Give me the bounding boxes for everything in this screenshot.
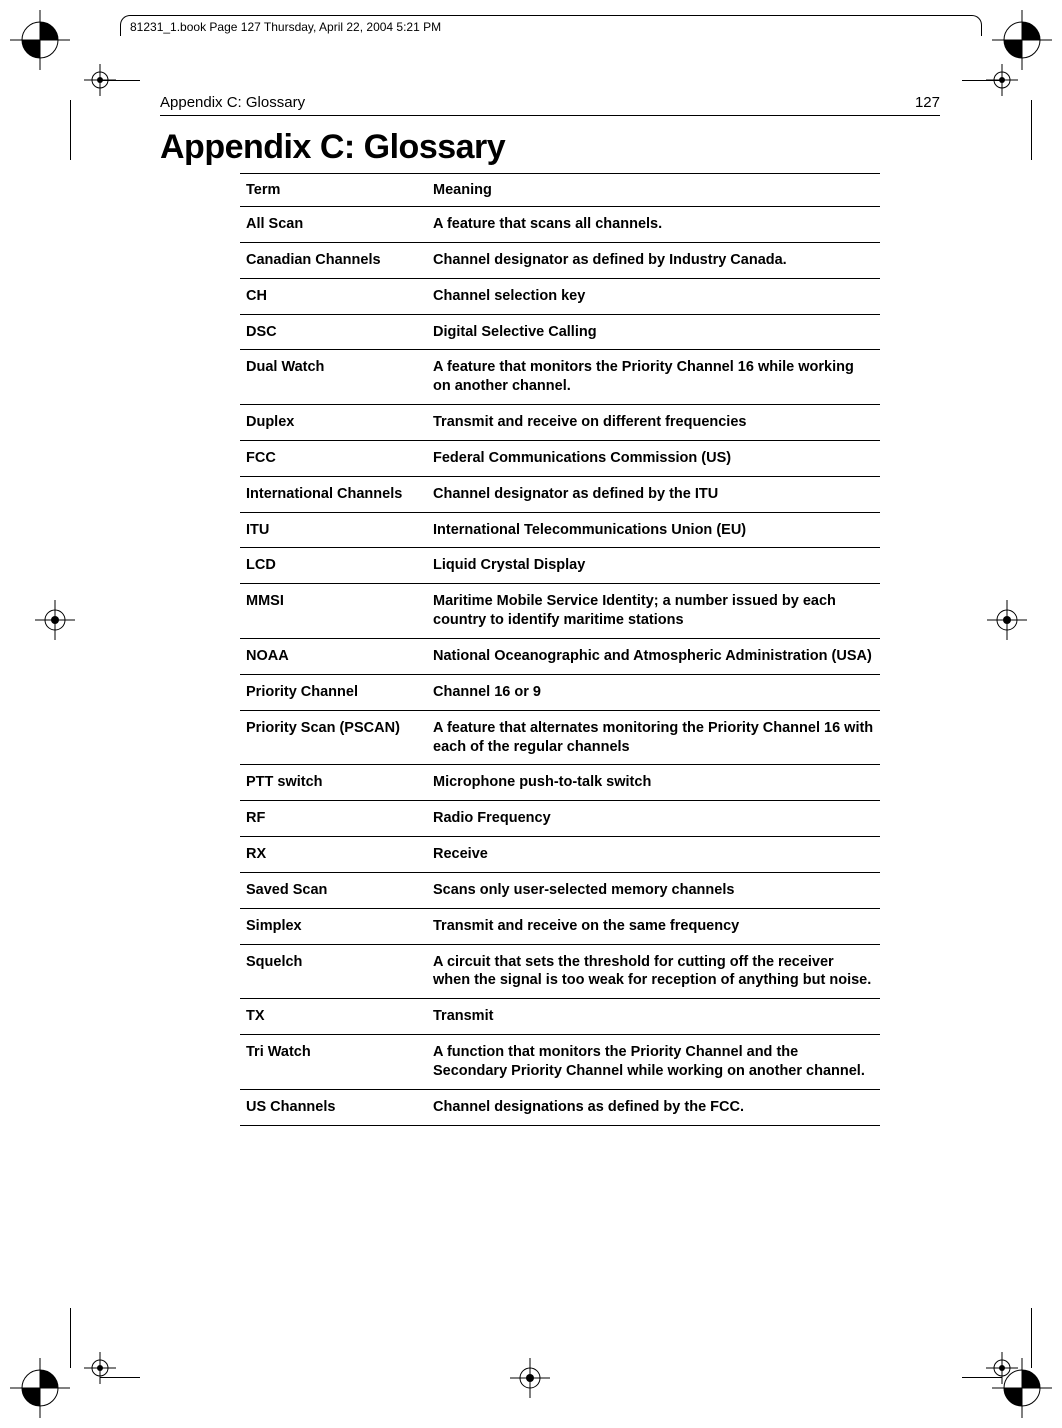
meaning-cell: A feature that monitors the Priority Cha… bbox=[427, 350, 880, 405]
term-cell: LCD bbox=[240, 548, 427, 584]
table-row: ITU International Telecommunications Uni… bbox=[240, 512, 880, 548]
term-cell: PTT switch bbox=[240, 765, 427, 801]
term-cell: Squelch bbox=[240, 944, 427, 999]
table-row: MMSIMaritime Mobile Service Identity; a … bbox=[240, 584, 880, 639]
table-row: Priority Scan (PSCAN)A feature that alte… bbox=[240, 710, 880, 765]
meaning-cell: A feature that alternates monitoring the… bbox=[427, 710, 880, 765]
term-cell: Priority Channel bbox=[240, 674, 427, 710]
table-row: LCDLiquid Crystal Display bbox=[240, 548, 880, 584]
meaning-cell: Radio Frequency bbox=[427, 801, 880, 837]
term-cell: ITU bbox=[240, 512, 427, 548]
term-cell: RX bbox=[240, 837, 427, 873]
crop-line-icon bbox=[100, 80, 140, 81]
crop-mark-icon bbox=[987, 600, 1027, 640]
meaning-cell: Transmit and receive on the same frequen… bbox=[427, 908, 880, 944]
meaning-cell: Maritime Mobile Service Identity; a numb… bbox=[427, 584, 880, 639]
table-header-row: Term Meaning bbox=[240, 174, 880, 207]
table-row: Canadian ChannelsChannel designator as d… bbox=[240, 242, 880, 278]
meaning-cell: National Oceanographic and Atmospheric A… bbox=[427, 638, 880, 674]
meaning-cell: Federal Communications Commission (US) bbox=[427, 440, 880, 476]
running-head-right: 127 bbox=[915, 94, 940, 111]
term-cell: MMSI bbox=[240, 584, 427, 639]
term-cell: Canadian Channels bbox=[240, 242, 427, 278]
meaning-cell: Scans only user-selected memory channels bbox=[427, 872, 880, 908]
table-row: International ChannelsChannel designator… bbox=[240, 476, 880, 512]
meaning-cell: A function that monitors the Priority Ch… bbox=[427, 1035, 880, 1090]
term-cell: Dual Watch bbox=[240, 350, 427, 405]
term-cell: Priority Scan (PSCAN) bbox=[240, 710, 427, 765]
crop-line-icon bbox=[70, 100, 71, 160]
term-cell: US Channels bbox=[240, 1089, 427, 1125]
col-meaning-header: Meaning bbox=[427, 174, 880, 207]
meaning-cell: Channel selection key bbox=[427, 278, 880, 314]
term-cell: International Channels bbox=[240, 476, 427, 512]
table-row: RXReceive bbox=[240, 837, 880, 873]
table-row: PTT switchMicrophone push-to-talk switch bbox=[240, 765, 880, 801]
glossary-table: Term Meaning All ScanA feature that scan… bbox=[240, 173, 880, 1126]
term-cell: RF bbox=[240, 801, 427, 837]
crop-line-icon bbox=[962, 80, 1002, 81]
term-cell: CH bbox=[240, 278, 427, 314]
table-row: SimplexTransmit and receive on the same … bbox=[240, 908, 880, 944]
page-container: 81231_1.book Page 127 Thursday, April 22… bbox=[80, 20, 980, 1126]
term-cell: Duplex bbox=[240, 405, 427, 441]
meaning-cell: Transmit and receive on different freque… bbox=[427, 405, 880, 441]
term-cell: TX bbox=[240, 999, 427, 1035]
table-row: Priority ChannelChannel 16 or 9 bbox=[240, 674, 880, 710]
crop-line-icon bbox=[962, 1377, 1002, 1378]
meaning-cell: Channel designator as defined by the ITU bbox=[427, 476, 880, 512]
table-row: RF Radio Frequency bbox=[240, 801, 880, 837]
running-head: Appendix C: Glossary 127 bbox=[160, 94, 940, 116]
table-row: NOAANational Oceanographic and Atmospher… bbox=[240, 638, 880, 674]
book-info-text: 81231_1.book Page 127 Thursday, April 22… bbox=[130, 20, 980, 34]
table-row: DSCDigital Selective Calling bbox=[240, 314, 880, 350]
crop-line-icon bbox=[70, 1308, 71, 1368]
crop-corner-icon bbox=[80, 1348, 120, 1388]
meaning-cell: Channel 16 or 9 bbox=[427, 674, 880, 710]
term-cell: Saved Scan bbox=[240, 872, 427, 908]
meaning-cell: Receive bbox=[427, 837, 880, 873]
crop-mark-icon bbox=[35, 600, 75, 640]
meaning-cell: A feature that scans all channels. bbox=[427, 207, 880, 243]
meaning-cell: Channel designator as defined by Industr… bbox=[427, 242, 880, 278]
table-row: Saved ScanScans only user-selected memor… bbox=[240, 872, 880, 908]
term-cell: FCC bbox=[240, 440, 427, 476]
crop-line-icon bbox=[100, 1377, 140, 1378]
meaning-cell: Transmit bbox=[427, 999, 880, 1035]
crop-line-icon bbox=[1031, 100, 1032, 160]
term-cell: Simplex bbox=[240, 908, 427, 944]
crop-mark-icon bbox=[510, 1358, 550, 1398]
table-row: Dual WatchA feature that monitors the Pr… bbox=[240, 350, 880, 405]
crop-corner-icon bbox=[982, 1348, 1022, 1388]
table-row: Tri WatchA function that monitors the Pr… bbox=[240, 1035, 880, 1090]
table-row: SquelchA circuit that sets the threshold… bbox=[240, 944, 880, 999]
meaning-cell: International Telecommunications Union (… bbox=[427, 512, 880, 548]
meaning-cell: Liquid Crystal Display bbox=[427, 548, 880, 584]
term-cell: DSC bbox=[240, 314, 427, 350]
col-term-header: Term bbox=[240, 174, 427, 207]
meaning-cell: Microphone push-to-talk switch bbox=[427, 765, 880, 801]
term-cell: All Scan bbox=[240, 207, 427, 243]
table-row: US ChannelsChannel designations as defin… bbox=[240, 1089, 880, 1125]
table-row: All ScanA feature that scans all channel… bbox=[240, 207, 880, 243]
meaning-cell: A circuit that sets the threshold for cu… bbox=[427, 944, 880, 999]
meaning-cell: Channel designations as defined by the F… bbox=[427, 1089, 880, 1125]
running-head-left: Appendix C: Glossary bbox=[160, 94, 305, 111]
term-cell: Tri Watch bbox=[240, 1035, 427, 1090]
table-row: DuplexTransmit and receive on different … bbox=[240, 405, 880, 441]
table-row: TXTransmit bbox=[240, 999, 880, 1035]
term-cell: NOAA bbox=[240, 638, 427, 674]
page-heading: Appendix C: Glossary bbox=[160, 128, 980, 167]
table-row: FCCFederal Communications Commission (US… bbox=[240, 440, 880, 476]
table-row: CHChannel selection key bbox=[240, 278, 880, 314]
crop-line-icon bbox=[1031, 1308, 1032, 1368]
meaning-cell: Digital Selective Calling bbox=[427, 314, 880, 350]
